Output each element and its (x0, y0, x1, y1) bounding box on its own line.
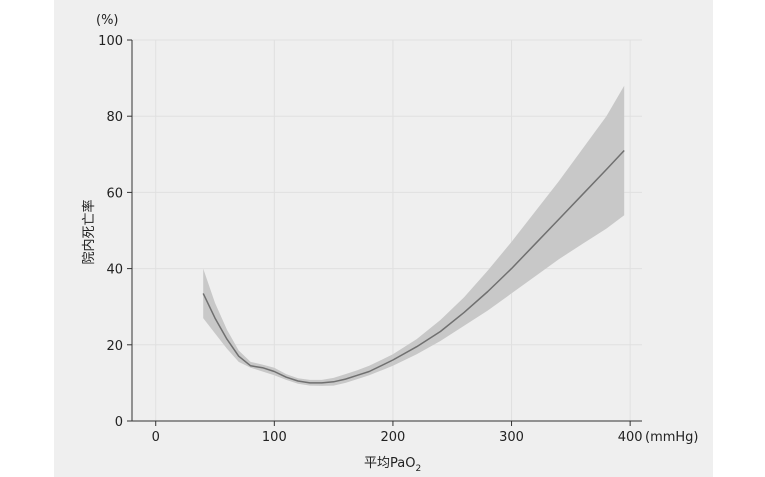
grid-lines (132, 39, 642, 421)
y-axis-title-text: 院内死亡率 (81, 199, 97, 264)
x-tick-label: 200 (381, 430, 406, 445)
mortality-chart: 0 20 40 60 80 100 0 100 200 300 400 (%) (mmHg) 平均P… (81, 13, 699, 474)
y-tick-label: 40 (106, 263, 123, 278)
series-line-layer (202, 149, 625, 384)
y-axis-title: 院内死亡率 (81, 199, 97, 264)
y-unit-label: (%) (96, 13, 119, 28)
x-axis-title-subscript: 2 (415, 464, 421, 474)
confidence-band-layer (203, 85, 625, 386)
x-axis-title: 平均PaO2 (364, 456, 421, 474)
x-axis-title-main: 平均PaO (364, 456, 415, 471)
y-tick-label: 100 (98, 34, 123, 49)
axes (127, 39, 642, 426)
x-unit-label: (mmHg) (645, 430, 699, 445)
y-tick-label: 0 (115, 415, 123, 430)
x-tick-label: 300 (499, 430, 524, 445)
x-tick-label: 0 (152, 430, 160, 445)
tick-labels: 0 20 40 60 80 100 0 100 200 300 400 (98, 34, 642, 445)
y-tick-label: 20 (106, 339, 123, 354)
x-tick-label: 100 (262, 430, 287, 445)
chart-panel: 0 20 40 60 80 100 0 100 200 300 400 (%) (mmHg) 平均P… (54, 0, 713, 477)
mortality-curve (202, 149, 625, 384)
x-tick-label: 400 (618, 430, 643, 445)
y-tick-label: 80 (106, 110, 123, 125)
y-tick-label: 60 (106, 186, 123, 201)
confidence-band (203, 85, 625, 386)
